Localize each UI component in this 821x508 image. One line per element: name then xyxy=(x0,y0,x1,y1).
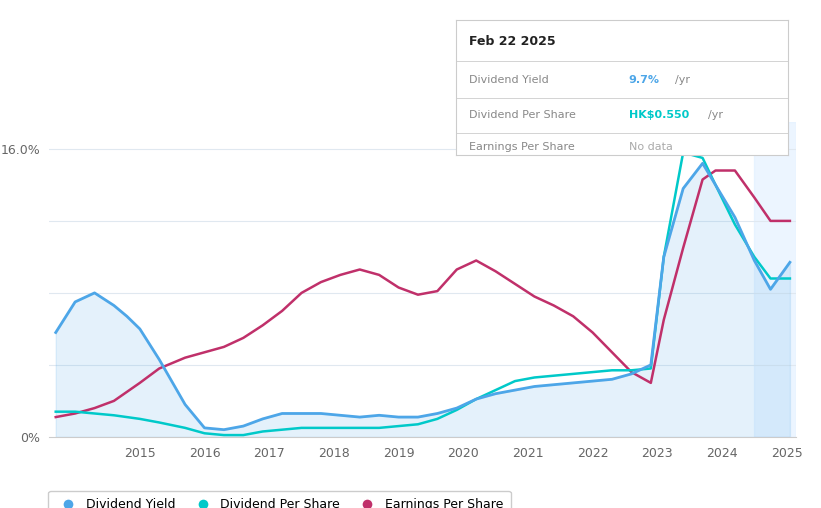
Bar xyxy=(754,122,796,437)
Text: 9.7%: 9.7% xyxy=(629,75,659,84)
Text: Past: Past xyxy=(758,135,784,147)
Text: Feb 22 2025: Feb 22 2025 xyxy=(469,36,556,48)
Text: Dividend Yield: Dividend Yield xyxy=(469,75,548,84)
Legend: Dividend Yield, Dividend Per Share, Earnings Per Share: Dividend Yield, Dividend Per Share, Earn… xyxy=(48,491,511,508)
Text: /yr: /yr xyxy=(675,75,690,84)
Text: No data: No data xyxy=(629,142,672,152)
Text: Earnings Per Share: Earnings Per Share xyxy=(469,142,575,152)
Text: HK$0.550: HK$0.550 xyxy=(629,110,689,119)
Text: /yr: /yr xyxy=(709,110,723,119)
Text: Dividend Per Share: Dividend Per Share xyxy=(469,110,576,119)
